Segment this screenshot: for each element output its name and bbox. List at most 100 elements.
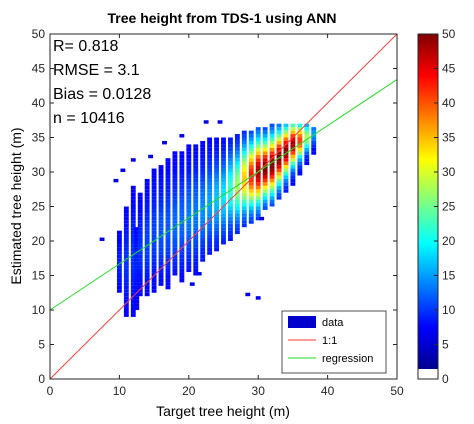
heatmap-cell	[137, 244, 143, 248]
heatmap-cell	[179, 275, 185, 279]
heatmap-cell	[290, 130, 296, 135]
heatmap-cell	[193, 154, 199, 159]
heatmap-cell	[248, 203, 254, 207]
heatmap-cell	[172, 158, 178, 162]
heatmap-cell	[130, 244, 136, 248]
reference-lines	[49, 33, 398, 380]
heatmap-cell	[228, 199, 233, 204]
heatmap-cell	[214, 206, 219, 210]
heatmap-cell	[144, 244, 150, 248]
heatmap-cell	[207, 158, 213, 162]
heatmap-cell	[186, 265, 192, 269]
heatmap-cell	[248, 158, 254, 162]
heatmap-cell	[137, 230, 143, 235]
heatmap-cell	[158, 172, 164, 176]
heatmap-cell	[116, 230, 122, 235]
heatmap-cell	[234, 175, 240, 179]
heatmap-cell	[123, 299, 129, 304]
heatmap-cell	[276, 192, 282, 197]
heatmap-cell	[276, 137, 282, 141]
heatmap-cell	[200, 144, 206, 148]
heatmap-cell	[290, 134, 296, 138]
heatmap-cell	[276, 140, 282, 145]
heatmap-cell	[144, 261, 150, 266]
heatmap-cell	[248, 199, 254, 204]
heatmap-cell	[172, 154, 178, 159]
heatmap-cell	[165, 268, 171, 273]
heatmap-cell	[228, 147, 233, 152]
colorbar: 0 5 10 15 20 25 30 35 40 45 50	[417, 27, 456, 386]
heatmap-cell	[172, 241, 178, 245]
heatmap-cell	[221, 175, 226, 179]
heatmap-cell	[158, 213, 164, 217]
heatmap-cell	[200, 237, 206, 241]
heatmap-cell	[172, 247, 178, 252]
heatmap-cell	[214, 182, 219, 186]
heatmap-cell	[228, 144, 233, 148]
heatmap-cell	[297, 134, 303, 138]
heatmap-cell	[123, 254, 129, 259]
heatmap-cell	[290, 127, 296, 131]
heatmap-cell	[144, 289, 150, 293]
heatmap-cell	[123, 216, 129, 221]
heatmap-cell	[255, 196, 261, 200]
heatmap-cell	[144, 234, 150, 238]
heatmap-cell	[134, 272, 140, 276]
y-tick-label: 5	[38, 338, 45, 352]
heatmap-cell	[276, 172, 282, 176]
heatmap-cell	[158, 203, 164, 207]
heatmap-cell	[158, 237, 164, 241]
heatmap-cell	[228, 175, 233, 179]
heatmap-cell	[221, 158, 226, 162]
heatmap-cell	[113, 178, 119, 183]
heatmap-cell	[283, 123, 289, 128]
heatmap-cell	[228, 161, 233, 166]
heatmap-cell	[193, 165, 199, 169]
heatmap-cell	[214, 227, 219, 231]
heatmap-cell	[137, 192, 143, 197]
heatmap-cell	[200, 192, 206, 197]
heatmap-cell	[134, 244, 140, 248]
heatmap-cell	[234, 137, 240, 141]
heatmap-cell	[144, 247, 150, 252]
y-tick-label: 50	[32, 27, 46, 41]
y-tick-label: 25	[32, 200, 46, 214]
heatmap-cell	[186, 151, 192, 155]
heatmap-cell	[165, 161, 171, 166]
legend-label-1to1: 1:1	[322, 335, 337, 347]
heatmap-cell	[134, 254, 140, 259]
heatmap-cell	[123, 310, 129, 314]
heatmap-cell	[297, 161, 303, 166]
heatmap-cell	[148, 154, 154, 159]
heatmap-cell	[200, 182, 206, 186]
heatmap-cell	[130, 199, 136, 204]
heatmap-cell	[228, 189, 233, 193]
heatmap-cell	[179, 241, 185, 245]
heatmap-cell	[165, 175, 171, 179]
heatmap-cell	[241, 168, 247, 172]
heatmap-cell	[123, 227, 129, 231]
heatmap-cell	[151, 185, 157, 190]
heatmap-cell	[255, 209, 261, 214]
heatmap-cell	[165, 223, 171, 228]
heatmap-cell	[255, 161, 261, 166]
heatmap-cell	[144, 227, 150, 231]
heatmap-cell	[228, 192, 233, 197]
heatmap-cell	[207, 220, 213, 224]
heatmap-cell	[262, 127, 268, 131]
heatmap-cell	[165, 230, 171, 235]
heatmap-cell	[193, 258, 199, 262]
heatmap-cell	[207, 185, 213, 190]
heatmap-cell	[193, 251, 199, 255]
heatmap-cell	[165, 182, 171, 186]
heatmap-cell	[304, 123, 310, 128]
heatmap-cell	[144, 216, 150, 221]
heatmap-cell	[248, 168, 254, 172]
heatmap-cell	[172, 168, 178, 172]
heatmap-cell	[290, 178, 296, 183]
heatmap-cell	[165, 234, 171, 238]
heatmap-cell	[137, 227, 143, 231]
heatmap-cell	[193, 261, 199, 266]
heatmap-cell	[144, 265, 150, 269]
heatmap-cell	[193, 158, 199, 162]
